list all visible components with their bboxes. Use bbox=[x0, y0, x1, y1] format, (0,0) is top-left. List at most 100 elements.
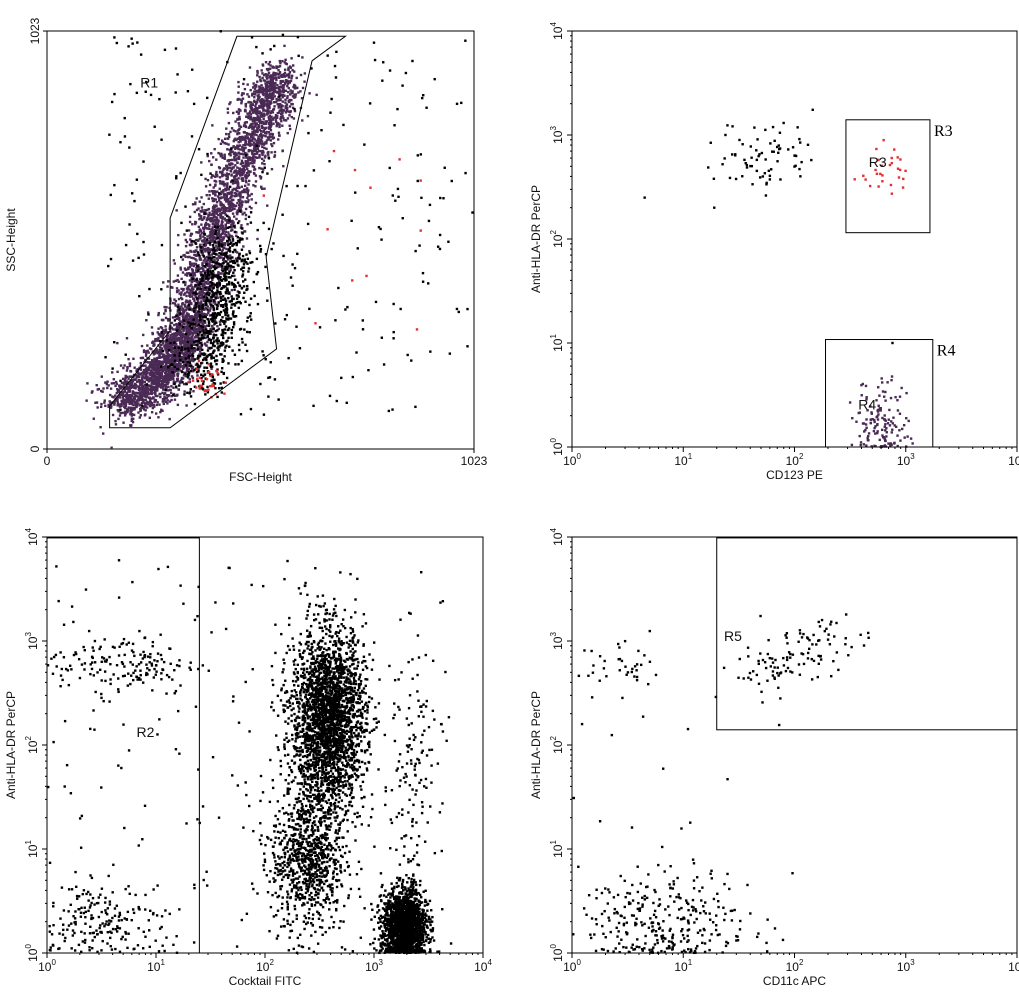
event-dot bbox=[215, 200, 219, 204]
event-dot bbox=[229, 101, 232, 104]
event-dot bbox=[182, 293, 186, 296]
event-dot bbox=[164, 364, 167, 368]
event-dot bbox=[232, 243, 236, 246]
event-dot bbox=[180, 327, 183, 330]
event-dot bbox=[164, 376, 167, 379]
event-dot bbox=[143, 408, 146, 411]
event-dot bbox=[226, 148, 229, 151]
event-dot bbox=[211, 330, 214, 333]
event-dot bbox=[197, 368, 200, 372]
event-dot bbox=[230, 336, 233, 339]
event-dot bbox=[253, 108, 256, 112]
event-dot bbox=[154, 339, 157, 343]
event-dot bbox=[192, 324, 195, 328]
event-dot bbox=[188, 361, 192, 364]
event-dot bbox=[244, 102, 248, 106]
event-dot bbox=[264, 84, 268, 87]
event-dot bbox=[289, 276, 293, 279]
event-dot bbox=[242, 82, 245, 86]
event-dot bbox=[160, 349, 163, 353]
event-dot bbox=[107, 384, 110, 387]
event-dot bbox=[216, 248, 219, 251]
event-dot bbox=[233, 194, 236, 198]
event-dot bbox=[127, 406, 131, 410]
event-dot bbox=[190, 287, 194, 290]
event-dot bbox=[153, 366, 156, 370]
event-dot bbox=[139, 414, 143, 417]
event-dot bbox=[228, 200, 232, 203]
event-dot bbox=[223, 182, 227, 186]
event-dot bbox=[137, 385, 141, 388]
event-dot bbox=[142, 371, 146, 375]
event-dot bbox=[239, 98, 242, 101]
event-dot bbox=[195, 331, 199, 335]
event-dot bbox=[143, 364, 146, 367]
event-dot bbox=[246, 93, 249, 96]
event-dot bbox=[232, 302, 236, 306]
event-dot bbox=[255, 147, 258, 150]
event-dot bbox=[200, 337, 204, 340]
event-dot bbox=[242, 124, 246, 128]
event-dot bbox=[208, 265, 212, 268]
event-dot bbox=[166, 399, 169, 402]
event-dot bbox=[183, 339, 187, 343]
event-dot bbox=[133, 395, 137, 399]
event-dot bbox=[129, 410, 132, 413]
event-dot bbox=[288, 114, 291, 117]
event-dot bbox=[133, 408, 136, 411]
event-dot bbox=[202, 286, 205, 289]
event-dot bbox=[210, 285, 213, 288]
event-dot bbox=[222, 372, 225, 376]
event-dot bbox=[232, 271, 235, 274]
event-dot bbox=[270, 143, 273, 146]
event-dot bbox=[201, 279, 204, 283]
event-dot bbox=[263, 131, 267, 135]
event-dot bbox=[264, 87, 268, 90]
event-dot bbox=[203, 215, 206, 219]
event-dot bbox=[251, 159, 254, 163]
event-dot bbox=[266, 111, 269, 115]
event-dot bbox=[210, 213, 213, 217]
event-dot bbox=[219, 142, 223, 145]
event-dot bbox=[190, 239, 194, 243]
event-dot bbox=[123, 398, 127, 402]
event-dot bbox=[292, 85, 295, 89]
event-dot bbox=[192, 297, 195, 300]
event-dot bbox=[214, 198, 218, 201]
event-dot bbox=[215, 158, 218, 161]
event-dot bbox=[233, 175, 236, 178]
event-dot bbox=[210, 289, 214, 293]
event-dot bbox=[207, 324, 211, 327]
event-dot bbox=[220, 172, 224, 175]
event-dot bbox=[217, 230, 221, 233]
event-dot bbox=[193, 402, 197, 406]
event-dot bbox=[258, 95, 261, 99]
event-dot bbox=[141, 364, 144, 368]
event-dot bbox=[211, 199, 215, 203]
event-dot bbox=[165, 335, 169, 338]
event-dot bbox=[213, 191, 216, 194]
event-dot bbox=[243, 143, 247, 147]
event-dot bbox=[190, 283, 193, 286]
event-dot bbox=[418, 244, 421, 247]
event-dot bbox=[151, 360, 154, 364]
event-dot bbox=[255, 122, 258, 126]
event-dot bbox=[265, 93, 269, 96]
event-dot bbox=[191, 275, 195, 278]
event-dot bbox=[244, 105, 248, 108]
event-dot bbox=[275, 116, 279, 120]
event-dot bbox=[210, 253, 213, 256]
event-dot bbox=[233, 304, 237, 307]
event-dot bbox=[124, 376, 127, 380]
event-dot bbox=[212, 216, 215, 219]
event-dot bbox=[258, 85, 261, 88]
event-dot bbox=[233, 177, 236, 180]
event-dot bbox=[258, 104, 261, 108]
event-dot bbox=[173, 370, 177, 373]
event-dot bbox=[278, 88, 281, 92]
event-dot bbox=[154, 350, 158, 354]
event-dot bbox=[238, 240, 241, 244]
event-dot bbox=[241, 266, 244, 269]
event-dot bbox=[225, 195, 229, 199]
event-dot bbox=[272, 66, 276, 69]
